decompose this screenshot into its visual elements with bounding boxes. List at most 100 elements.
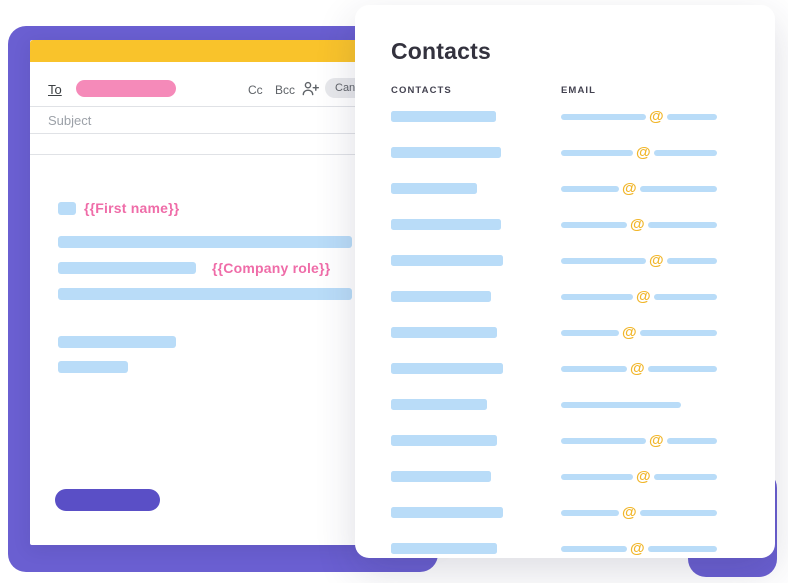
contact-email-cell: @: [561, 324, 717, 341]
contact-name-cell: [391, 507, 561, 518]
email-skeleton-post: [647, 221, 717, 228]
contact-name-skeleton: [391, 543, 497, 554]
email-skeleton-pre: [561, 401, 681, 408]
contact-row[interactable]: @: [391, 180, 739, 197]
contacts-title: Contacts: [391, 38, 492, 64]
contact-name-cell: [391, 111, 561, 122]
subject-input[interactable]: [48, 110, 368, 130]
contact-email-cell: @: [561, 504, 717, 521]
email-skeleton-post: [639, 509, 717, 516]
contact-name-skeleton: [391, 507, 503, 518]
email-skeleton-pre: [561, 221, 627, 228]
email-skeleton-post: [653, 293, 717, 300]
contact-name-skeleton: [391, 399, 487, 410]
contact-row[interactable]: @: [391, 540, 739, 557]
contact-row[interactable]: @: [391, 216, 739, 233]
email-skeleton-pre: [561, 545, 627, 552]
contact-email-cell: @: [561, 432, 717, 449]
contact-email-cell: @: [561, 252, 717, 269]
contact-name-cell: [391, 471, 561, 482]
contact-email-cell: @: [561, 360, 717, 377]
email-skeleton-pre: [561, 473, 633, 480]
at-symbol: @: [622, 504, 637, 521]
divider: [30, 133, 442, 134]
column-header-contacts: CONTACTS: [391, 85, 452, 96]
contact-email-cell: @: [561, 109, 717, 124]
contact-name-skeleton: [391, 219, 501, 230]
contact-name-skeleton: [391, 363, 503, 374]
at-symbol: @: [636, 468, 651, 485]
email-skeleton-post: [639, 329, 717, 336]
contact-row[interactable]: @: [391, 432, 739, 449]
contact-row[interactable]: @: [391, 252, 739, 269]
divider: [30, 106, 442, 107]
contact-name-cell: [391, 255, 561, 266]
at-symbol: @: [622, 180, 637, 197]
email-skeleton-pre: [561, 365, 627, 372]
email-skeleton-post: [639, 185, 717, 192]
at-symbol: @: [636, 288, 651, 305]
text-skeleton: [58, 262, 196, 274]
at-symbol: @: [630, 540, 645, 557]
contact-email-cell: [561, 401, 681, 408]
contact-row[interactable]: @: [391, 288, 739, 305]
text-skeleton: [58, 288, 352, 300]
contact-name-cell: [391, 219, 561, 230]
contact-email-cell: @: [561, 180, 717, 197]
contact-row[interactable]: @: [391, 109, 739, 124]
text-skeleton: [58, 336, 176, 348]
email-skeleton-pre: [561, 185, 619, 192]
contact-email-cell: @: [561, 145, 717, 160]
recipient-chip[interactable]: [76, 80, 176, 97]
email-skeleton-post: [647, 365, 717, 372]
email-skeleton-pre: [561, 113, 646, 120]
body-line-role: {{Company role}}: [58, 260, 330, 276]
contact-name-skeleton: [391, 255, 503, 266]
email-skeleton-post: [653, 473, 717, 480]
text-skeleton: [58, 361, 128, 373]
email-skeleton-pre: [561, 149, 633, 156]
add-recipient-icon[interactable]: [302, 81, 319, 96]
contact-name-cell: [391, 147, 561, 158]
email-skeleton-pre: [561, 437, 646, 444]
contacts-panel: Contacts CONTACTS EMAIL @ @ @: [355, 5, 775, 558]
email-skeleton-pre: [561, 293, 633, 300]
at-symbol: @: [649, 432, 664, 449]
at-symbol: @: [622, 324, 637, 341]
contact-row[interactable]: [391, 399, 739, 410]
email-skeleton-post: [666, 257, 717, 264]
contact-name-cell: [391, 183, 561, 194]
text-skeleton: [58, 201, 76, 215]
send-button[interactable]: [55, 489, 160, 511]
cc-button[interactable]: Cc: [248, 83, 263, 97]
first-name-token: {{First name}}: [84, 200, 180, 216]
at-symbol: @: [649, 252, 664, 269]
divider: [30, 154, 442, 155]
contact-name-cell: [391, 543, 561, 554]
contact-name-skeleton: [391, 327, 497, 338]
bcc-button[interactable]: Bcc: [275, 83, 296, 97]
contact-row[interactable]: @: [391, 360, 739, 377]
contacts-rows: @ @ @ @: [391, 109, 739, 557]
contact-row[interactable]: @: [391, 504, 739, 521]
email-skeleton-pre: [561, 257, 646, 264]
contact-name-cell: [391, 291, 561, 302]
table-header-row: CONTACTS EMAIL: [391, 85, 739, 96]
contact-name-cell: [391, 363, 561, 374]
contact-name-skeleton: [391, 435, 497, 446]
at-symbol: @: [630, 216, 645, 233]
contact-email-cell: @: [561, 540, 717, 557]
at-symbol: @: [630, 360, 645, 377]
contact-name-cell: [391, 435, 561, 446]
contact-row[interactable]: @: [391, 324, 739, 341]
company-role-token: {{Company role}}: [212, 260, 331, 276]
email-skeleton-post: [666, 437, 717, 444]
contact-name-skeleton: [391, 111, 496, 122]
contact-name-skeleton: [391, 471, 491, 482]
email-skeleton-post: [647, 545, 717, 552]
contact-row[interactable]: @: [391, 145, 739, 160]
email-skeleton-post: [653, 149, 717, 156]
contact-email-cell: @: [561, 216, 717, 233]
contact-name-cell: [391, 327, 561, 338]
contact-row[interactable]: @: [391, 468, 739, 485]
